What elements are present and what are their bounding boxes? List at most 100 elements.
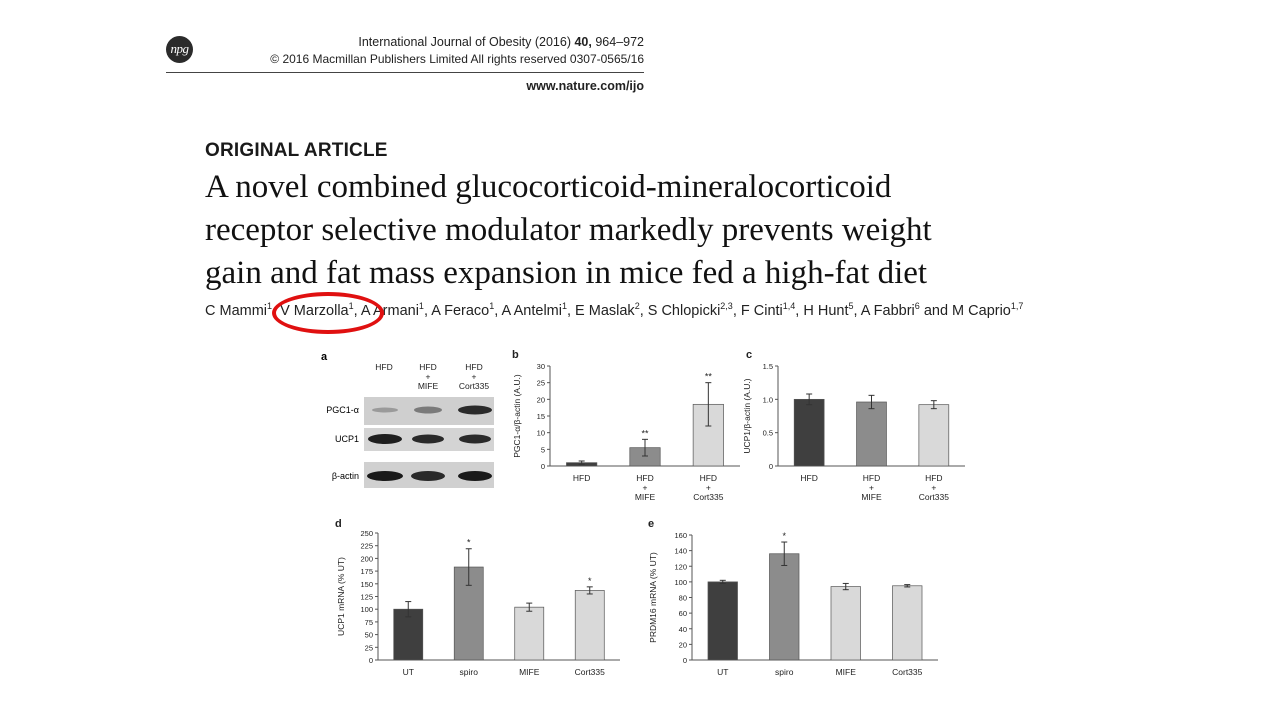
blot-row-label: β-actin [332,471,359,481]
blot-row-label: PGC1-α [326,405,359,415]
y-tick-label: 125 [360,593,373,602]
author-affiliation: 2,3 [720,301,733,312]
chart-panel-d: d 0 25 50 75 100 125 150 175 200 225 250 UCP1 mRNA (… [335,518,620,677]
article-type: ORIGINAL ARTICLE [205,140,388,161]
x-tick-label: + [643,483,648,493]
y-tick-label: 0.5 [763,429,773,438]
x-tick-label: HFD [925,473,942,483]
significance-marker: * [467,538,471,548]
y-tick-label: 1.0 [763,395,773,404]
copyright-line: © 2016 Macmillan Publishers Limited All … [270,52,644,66]
y-tick-label: 140 [674,547,687,556]
y-tick-label: 100 [674,578,687,587]
y-axis-label: UCP1 mRNA (% UT) [336,557,346,636]
author-name[interactable]: A Antelmi [501,303,562,319]
blot-band [367,471,403,481]
blot-band [411,471,445,481]
bar [393,608,424,661]
y-tick-label: 10 [537,429,545,438]
panel-letter: a [321,351,328,363]
x-tick-label: MIFE [519,667,540,677]
author-list: C Mammi1, V Marzolla1, A Armani1, A Fera… [205,301,1024,319]
author-name[interactable]: F Cinti [740,303,783,319]
author-name[interactable]: A Fabbri [860,303,915,319]
journal-url[interactable]: www.nature.com/ijo [526,79,644,93]
journal-volume: 40, [574,35,592,49]
bar [830,586,861,661]
author-affiliation: 6 [914,301,920,312]
y-tick-label: 80 [679,594,687,603]
y-tick-label: 30 [537,362,545,371]
bar [707,581,738,661]
x-tick-label: + [931,483,936,493]
y-tick-label: 25 [537,379,545,388]
x-tick-label: Cort335 [892,667,923,677]
y-tick-label: 20 [537,395,545,404]
title-line: A novel combined glucocorticoid-mineralo… [205,169,892,205]
x-tick-label: HFD [863,473,880,483]
article-title: A novel combined glucocorticoid-mineralo… [205,166,1105,295]
bar [574,590,605,661]
author-name[interactable]: M Caprio [952,303,1011,319]
journal-pages: 964–972 [591,35,644,49]
y-tick-label: 5 [541,445,545,454]
y-tick-label: 160 [674,531,687,540]
blot-column-header: HFD [465,362,482,372]
highlight-circle [272,292,384,334]
y-tick-label: 60 [679,609,687,618]
y-tick-label: 250 [360,529,373,538]
x-tick-label: UT [717,667,728,677]
npg-logo: npg [166,36,193,63]
x-tick-label: MIFE [861,492,882,502]
author-name[interactable]: H Hunt [803,303,849,319]
panel-letter: d [335,518,342,530]
x-tick-label: HFD [700,473,717,483]
author-affiliation: 1 [418,301,424,312]
y-tick-label: 50 [365,631,373,640]
blot-column-header: MIFE [418,381,439,391]
x-tick-label: UT [403,667,414,677]
bar [918,404,950,467]
x-tick-label: HFD [800,473,817,483]
blot-column-header: + [426,372,431,382]
blot-column-header: HFD [419,362,436,372]
y-tick-label: 200 [360,554,373,563]
x-tick-label: + [706,483,711,493]
title-line: receptor selective modulator markedly pr… [205,212,932,248]
author-affiliation: 1 [267,301,273,312]
x-tick-label: HFD [636,473,653,483]
bar [856,401,887,467]
significance-marker: * [782,531,786,541]
author-name[interactable]: E Maslak [575,303,635,319]
y-tick-label: 15 [537,412,545,421]
author-affiliation: 2 [634,301,640,312]
significance-marker: ** [705,372,713,382]
blot-band [458,405,492,415]
y-tick-label: 150 [360,580,373,589]
y-tick-label: 20 [679,640,687,649]
bar [514,606,545,661]
y-tick-label: 1.5 [763,362,773,371]
significance-marker: ** [641,428,649,438]
author-name[interactable]: C Mammi [205,303,268,319]
y-tick-label: 0 [769,462,773,471]
blot-band [368,434,402,444]
y-tick-label: 25 [365,643,373,652]
author-affiliation: 1,4 [782,301,796,312]
y-tick-label: 225 [360,542,373,551]
y-tick-label: 75 [365,618,373,627]
author-name[interactable]: A Feraco [431,303,490,319]
x-tick-label: spiro [775,667,794,677]
blot-row-label: UCP1 [335,434,359,444]
x-tick-label: + [869,483,874,493]
chart-panel-b: b 0 5 10 15 20 25 30 PGC1-α/β-actin (A.U.) HFD ** H… [512,349,740,502]
y-tick-label: 0 [541,462,545,471]
author-name[interactable]: S Chlopicki [647,303,721,319]
author-affiliation: 5 [848,301,854,312]
panel-letter: b [512,349,519,361]
bar [793,398,825,467]
blot-column-header: HFD [375,362,392,372]
blot-band [372,407,398,413]
